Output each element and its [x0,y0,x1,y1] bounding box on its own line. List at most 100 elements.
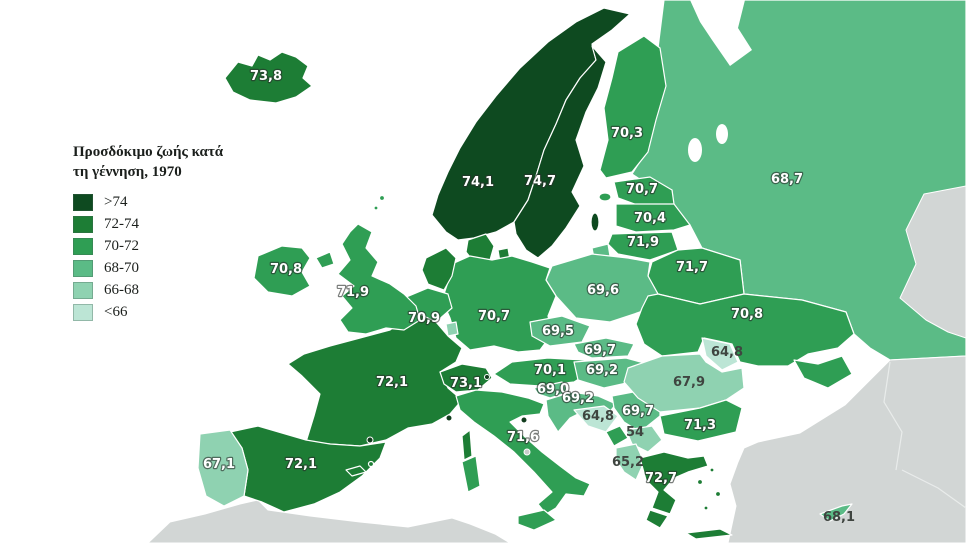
country-greece[interactable] [639,451,733,540]
legend-label-gt74: >74 [104,194,128,210]
value-label-croatia: 69,2 [562,391,594,406]
no-data-region-north-africa [147,499,511,543]
legend-swatch-66-68 [73,282,93,299]
legend-item-70-72: 70-72 [73,238,223,255]
value-label-portugal: 67,1 [203,457,235,472]
legend-item-lt66: <66 [73,304,223,321]
country-finland[interactable] [599,35,667,179]
country-bosnia-and-herzegovina[interactable] [573,405,619,433]
lake-onega [716,124,728,144]
island-gotland [590,212,600,232]
value-label-romania: 67,9 [673,375,705,390]
aegean-island [696,478,704,486]
value-label-serbia: 69,7 [622,404,654,419]
value-label-bulgaria: 71,3 [684,418,716,433]
country-latvia[interactable] [615,203,691,233]
country-sweden[interactable] [513,45,607,259]
white-sea [690,0,752,66]
island-sardinia [461,455,481,493]
island-orkney [373,205,379,211]
value-label-spain: 72,1 [285,457,317,472]
legend-swatch-lt66 [73,304,93,321]
legend-label-72-74: 72-74 [104,216,139,232]
country-luxembourg[interactable] [445,321,459,337]
value-label-norway: 74,1 [462,175,494,190]
value-label-germany: 70,7 [478,309,510,324]
value-label-iceland: 73,8 [250,69,282,84]
value-label-bosnia: 64,8 [582,409,614,424]
aegean-island [703,505,709,511]
value-label-austria: 70,1 [534,363,566,378]
country-netherlands[interactable] [421,247,457,291]
country-italy[interactable] [455,389,591,531]
region-crimea [793,355,853,389]
legend-item-72-74: 72-74 [73,216,223,233]
country-moldova[interactable] [701,337,739,371]
country-estonia[interactable] [598,176,675,207]
no-data-inner-border [883,361,903,471]
island-sicily [517,509,557,531]
legend-item-66-68: 66-68 [73,282,223,299]
value-label-czechia: 69,5 [542,324,574,339]
legend-label-lt66: <66 [104,304,128,320]
country-slovakia[interactable] [573,337,635,359]
legend: Προσδόκιμο ζωής κατά τη γέννηση, 1970 >7… [73,143,223,326]
microstate-dot-liechtenstein[interactable] [484,374,490,380]
legend-label-68-70: 68-70 [104,260,139,276]
region-peloponnese [645,509,669,529]
island-shetland [378,194,386,202]
region-northern-ireland [315,251,335,269]
value-label-cyprus: 68,1 [823,510,855,525]
country-switzerland[interactable] [439,363,493,393]
microstate-dot-san-marino[interactable] [520,416,528,424]
value-label-sweden: 74,7 [524,174,556,189]
microstate-dot-andorra[interactable] [366,436,374,444]
value-label-moldova: 64,8 [711,345,743,360]
country-ukraine[interactable] [635,293,855,389]
island-corsica [461,429,473,461]
country-romania[interactable] [623,353,745,413]
country-portugal[interactable] [197,429,249,507]
value-label-north-macedonia: 54 [626,425,644,440]
value-label-slovenia: 69,0 [537,382,569,397]
microstate-dot-vatican[interactable] [523,448,531,456]
microstate-dot-monaco[interactable] [445,414,453,422]
legend-swatch-68-70 [73,260,93,277]
value-label-estonia: 70,7 [626,182,658,197]
country-bulgaria[interactable] [659,399,743,442]
aegean-island [709,467,715,473]
value-label-lithuania: 71,9 [627,235,659,250]
country-albania[interactable] [615,443,645,481]
value-label-united-kingdom: 71,9 [337,285,369,300]
no-data-region-kazakhstan [899,185,966,339]
value-label-poland: 69,6 [587,283,619,298]
country-iceland[interactable] [224,51,313,104]
value-label-finland: 70,3 [611,126,643,141]
country-lithuania[interactable] [607,231,679,261]
value-label-russia: 68,7 [771,172,803,187]
legend-label-70-72: 70-72 [104,238,139,254]
country-ireland[interactable] [253,245,311,297]
legend-label-66-68: 66-68 [104,282,139,298]
value-label-latvia: 70,4 [634,211,666,226]
value-label-switzerland: 73,1 [450,376,482,391]
value-label-france: 72,1 [376,375,408,390]
value-label-italy: 71,6 [507,430,539,445]
country-slovenia[interactable] [533,381,571,399]
legend-swatch-gt74 [73,194,93,211]
lake-ladoga [688,138,702,162]
country-montenegro[interactable] [605,425,629,447]
value-label-belgium: 70,9 [408,311,440,326]
legend-title-line2: τη γέννηση, 1970 [73,163,182,180]
value-label-ireland: 70,8 [270,262,302,277]
country-cyprus[interactable] [819,503,853,522]
island-mallorca [345,465,367,477]
legend-swatch-70-72 [73,238,93,255]
legend-item-gt74: >74 [73,194,223,211]
country-spain[interactable] [229,425,387,513]
no-data-region-turkey-caucasus [727,355,966,543]
country-united-kingdom[interactable] [315,194,421,335]
value-label-greece: 72,7 [645,471,677,486]
